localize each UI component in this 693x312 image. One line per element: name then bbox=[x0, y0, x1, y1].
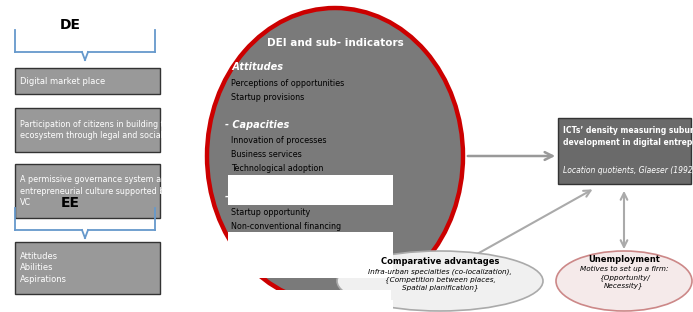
Text: Perceptions of opportunities: Perceptions of opportunities bbox=[231, 79, 344, 88]
Text: - Aspirations: - Aspirations bbox=[225, 192, 295, 202]
FancyBboxPatch shape bbox=[15, 68, 160, 94]
Text: Participation of citizens in building the
ecosystem through legal and social con: Participation of citizens in building th… bbox=[20, 120, 203, 140]
Ellipse shape bbox=[207, 8, 463, 304]
Text: Location quotients, Glaeser (1992): Location quotients, Glaeser (1992) bbox=[563, 166, 693, 175]
Text: Motives to set up a firm:
{Opportunity/
Necessity}: Motives to set up a firm: {Opportunity/ … bbox=[580, 266, 668, 289]
Text: Comparative advantages: Comparative advantages bbox=[381, 257, 499, 266]
Text: Startup opportunity: Startup opportunity bbox=[231, 208, 310, 217]
Text: Attitudes
Abilities
Aspirations: Attitudes Abilities Aspirations bbox=[20, 252, 67, 284]
Text: - Capacities: - Capacities bbox=[225, 120, 289, 130]
FancyBboxPatch shape bbox=[228, 175, 391, 204]
FancyBboxPatch shape bbox=[558, 118, 691, 184]
Text: - Attitudes: - Attitudes bbox=[225, 62, 283, 72]
FancyBboxPatch shape bbox=[228, 290, 391, 312]
Text: Business services: Business services bbox=[231, 150, 301, 159]
FancyBboxPatch shape bbox=[15, 164, 160, 218]
Text: ICTs’ density measuring suburban
development in digital entrepreneurship: ICTs’ density measuring suburban develop… bbox=[563, 126, 693, 147]
Text: EE: EE bbox=[60, 196, 80, 210]
Text: Technological adoption: Technological adoption bbox=[231, 164, 324, 173]
Ellipse shape bbox=[556, 251, 692, 311]
FancyBboxPatch shape bbox=[15, 108, 160, 152]
Text: A permissive governance system and an
entrepreneurial culture supported by
VC: A permissive governance system and an en… bbox=[20, 175, 184, 207]
Text: Unemployment: Unemployment bbox=[588, 255, 660, 264]
Text: Infra-urban specialties (co-localization),
{Competition between places,
Spatial : Infra-urban specialties (co-localization… bbox=[368, 268, 512, 291]
FancyBboxPatch shape bbox=[228, 300, 393, 312]
FancyBboxPatch shape bbox=[15, 242, 160, 294]
Text: DE: DE bbox=[60, 18, 80, 32]
FancyBboxPatch shape bbox=[228, 232, 393, 278]
Text: Non-conventional financing: Non-conventional financing bbox=[231, 222, 341, 231]
FancyBboxPatch shape bbox=[228, 232, 391, 276]
Ellipse shape bbox=[337, 251, 543, 311]
FancyBboxPatch shape bbox=[228, 175, 393, 205]
Text: Startup provisions: Startup provisions bbox=[231, 93, 304, 102]
Text: Innovation of processes: Innovation of processes bbox=[231, 136, 326, 145]
Text: Digital market place: Digital market place bbox=[20, 76, 105, 85]
Text: DEI and sub- indicators: DEI and sub- indicators bbox=[267, 38, 403, 48]
